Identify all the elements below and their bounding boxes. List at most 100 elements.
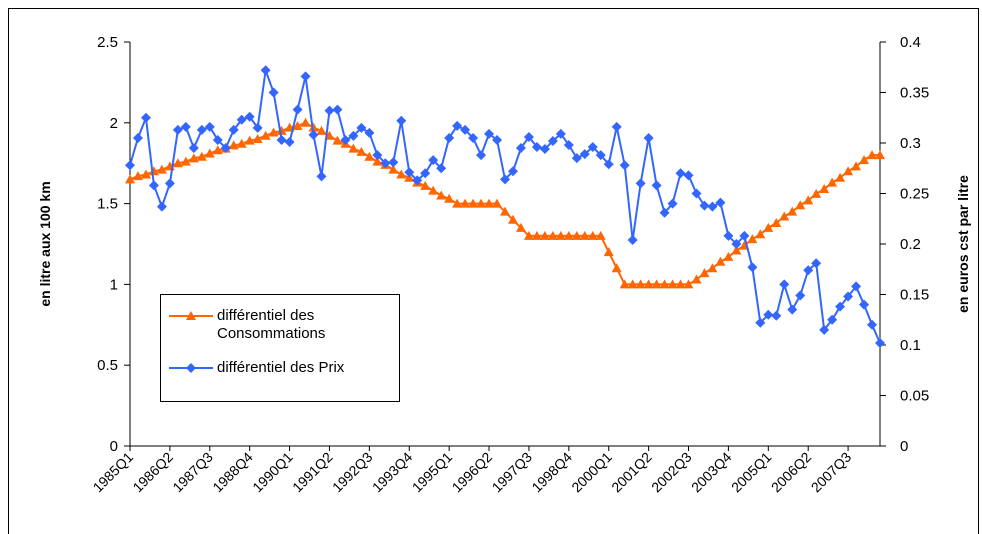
diamond-marker	[739, 230, 750, 241]
x-tick-label: 1987Q3	[169, 449, 216, 496]
triangle-marker	[212, 145, 223, 155]
diamond-marker	[388, 157, 399, 168]
x-tick-label: 1990Q1	[249, 449, 296, 496]
triangle-marker	[539, 230, 550, 240]
diamond-marker	[188, 143, 199, 154]
legend-label: différentiel des Prix	[217, 359, 345, 376]
x-tick-label: 2001Q2	[608, 449, 655, 496]
diamond-marker	[795, 290, 806, 301]
triangle-marker	[276, 125, 287, 135]
triangle-marker	[300, 117, 311, 127]
diamond-marker	[412, 175, 423, 186]
triangle-marker	[699, 268, 710, 278]
triangle-marker	[372, 156, 383, 166]
triangle-marker	[683, 279, 694, 289]
legend-marker	[186, 363, 196, 373]
y-tick-label: 0.5	[97, 357, 118, 374]
diamond-marker	[723, 230, 734, 241]
diamond-marker	[659, 207, 670, 218]
diamond-marker	[587, 142, 598, 153]
triangle-marker	[595, 230, 606, 240]
y2-tick-label: 0.2	[900, 236, 921, 253]
triangle-marker	[507, 214, 518, 224]
diamond-marker	[196, 124, 207, 135]
legend-entry: différentiel des Prix	[169, 359, 397, 377]
diamond-marker	[220, 143, 231, 154]
x-tick-label: 2005Q1	[728, 449, 775, 496]
diamond-marker	[308, 129, 319, 140]
diamond-marker	[851, 281, 862, 292]
diamond-marker	[204, 121, 215, 132]
triangle-marker	[563, 230, 574, 240]
triangle-marker	[500, 206, 510, 216]
diamond-marker	[531, 142, 542, 153]
triangle-marker	[396, 169, 407, 179]
triangle-marker	[547, 230, 558, 240]
diamond-marker	[827, 314, 838, 325]
triangle-marker	[268, 127, 279, 137]
legend-label: différentiel des Consommations	[217, 307, 326, 342]
triangle-marker	[779, 211, 790, 221]
diamond-marker	[515, 143, 526, 154]
triangle-marker	[468, 198, 479, 208]
triangle-marker	[635, 279, 646, 289]
diamond-marker	[364, 127, 375, 138]
diamond-marker	[452, 120, 463, 131]
diamond-marker	[771, 310, 782, 321]
diamond-marker	[699, 200, 710, 211]
triangle-marker	[803, 195, 814, 205]
diamond-marker	[667, 198, 678, 209]
diamond-marker	[140, 112, 151, 123]
triangle-marker	[715, 256, 726, 266]
diamond-marker	[404, 167, 415, 178]
diamond-marker	[603, 159, 614, 170]
triangle-marker	[428, 185, 439, 195]
triangle-marker	[308, 122, 319, 132]
triangle-marker	[691, 274, 702, 284]
diamond-marker	[428, 155, 439, 166]
diamond-marker	[332, 104, 343, 115]
x-tick-label: 1985Q1	[90, 449, 137, 496]
triangle-marker	[859, 154, 870, 164]
diamond-marker	[228, 124, 239, 135]
y2-tick-label: 0	[900, 438, 908, 455]
diamond-marker	[444, 132, 455, 143]
x-tick-label: 1993Q4	[369, 449, 416, 496]
diamond-marker	[300, 71, 311, 82]
triangle-marker	[667, 279, 678, 289]
diamond-marker	[675, 168, 686, 179]
y-tick-label: 1.5	[97, 196, 118, 213]
x-tick-label: 2000Q1	[568, 449, 615, 496]
triangle-marker	[763, 222, 774, 232]
diamond-marker	[643, 132, 654, 143]
triangle-marker	[420, 180, 431, 190]
triangle-marker	[867, 150, 878, 160]
y-tick-label: 0	[110, 438, 118, 455]
triangle-marker	[731, 245, 742, 255]
diamond-marker	[316, 171, 327, 182]
triangle-marker	[132, 171, 143, 181]
triangle-marker	[140, 169, 151, 179]
x-tick-label: 1998Q4	[528, 449, 575, 496]
diamond-marker	[875, 337, 885, 348]
diamond-marker	[731, 239, 742, 249]
y2-tick-label: 0.05	[900, 388, 929, 405]
diamond-marker	[372, 150, 383, 161]
diamond-marker	[436, 163, 447, 174]
triangle-marker	[476, 198, 487, 208]
diamond-marker	[156, 201, 167, 212]
diamond-marker	[484, 128, 495, 139]
triangle-marker	[843, 166, 854, 176]
y-axis-title: en litre aux 100 km	[37, 181, 53, 306]
x-tick-label: 1996Q2	[449, 449, 496, 496]
triangle-marker	[619, 279, 630, 289]
legend: différentiel des Consommations différenti…	[160, 294, 400, 402]
triangle-marker	[827, 177, 838, 187]
triangle-marker	[603, 247, 614, 257]
diamond-marker	[627, 234, 638, 245]
x-tick-label: 1995Q1	[409, 449, 456, 496]
diamond-marker	[755, 317, 766, 328]
diamond-marker	[691, 188, 702, 199]
